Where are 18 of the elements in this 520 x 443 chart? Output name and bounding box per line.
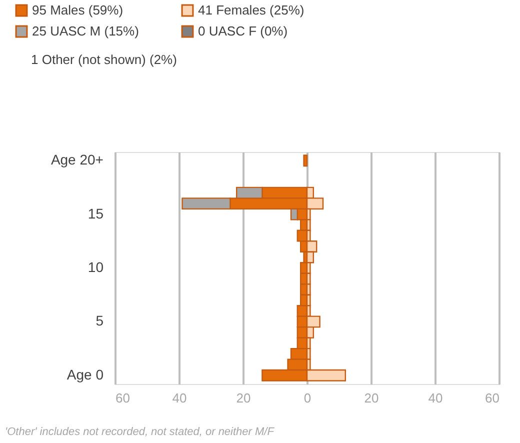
legend-label: 95 Males (59%) <box>32 2 124 18</box>
y-tick-label: 5 <box>96 312 104 329</box>
text: 'Other' includes not recorded, not stated, or neither M/F <box>5 426 276 438</box>
x-tick-label: 60 <box>485 390 500 406</box>
legend-label: 25 UASC M (15%) <box>32 24 139 38</box>
legend-label: 0 UASC F (0%) <box>198 24 288 38</box>
y-tick-label: Age 0 <box>66 366 104 382</box>
x-tick-label: 40 <box>172 390 187 406</box>
x-tick-label: 20 <box>364 390 379 406</box>
text: 1 Other (not shown) (2%) <box>31 52 177 67</box>
x-tick-label: 40 <box>428 390 443 406</box>
y-tick-label: 15 <box>88 205 104 222</box>
y-tick-label: 10 <box>88 259 104 275</box>
legend-label: 41 Females (25%) <box>198 2 304 18</box>
x-tick-label: 60 <box>116 390 130 406</box>
x-tick-label: 20 <box>236 390 251 406</box>
x-tick-label: 0 <box>304 390 312 406</box>
y-tick-label: Age 20+ <box>50 152 104 168</box>
